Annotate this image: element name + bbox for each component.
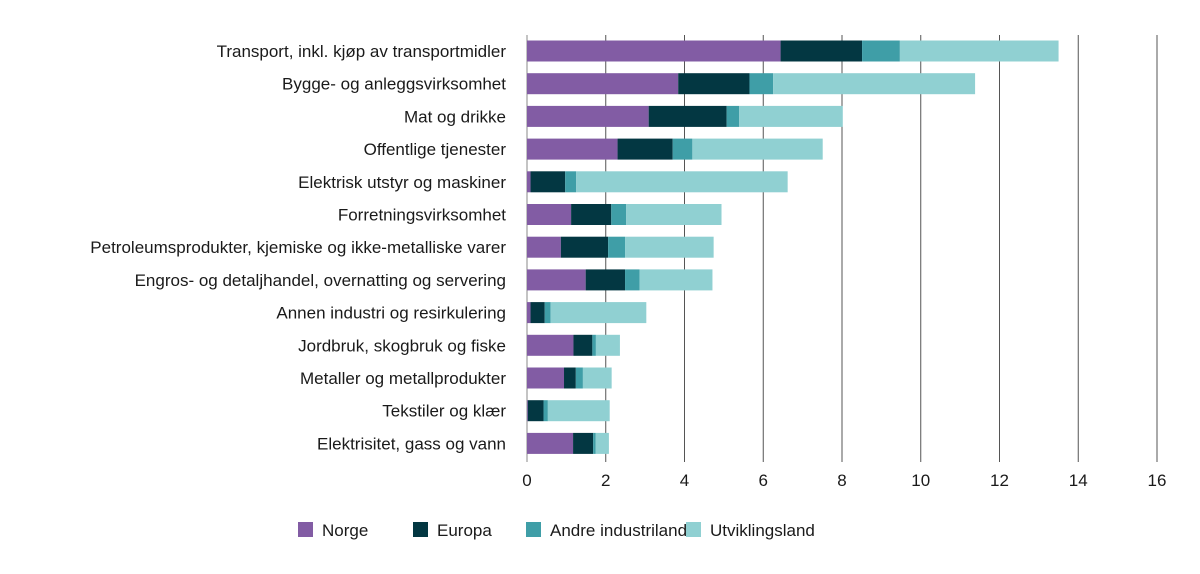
legend-swatch [298, 522, 313, 537]
bar-segment-andre-industriland [749, 73, 774, 95]
bar-segment-europa [564, 367, 576, 389]
bar-segment-andre-industriland [672, 138, 693, 160]
bar-segment-europa [617, 138, 673, 160]
category-label: Elektrisitet, gass og vann [317, 434, 506, 453]
category-label: Forretningsvirksomhet [338, 206, 506, 225]
bar-segment-andre-industriland [625, 269, 640, 291]
bar-segment-norge [527, 367, 565, 389]
bar-segment-norge [527, 302, 531, 324]
bar-segment-andre-industriland [575, 367, 583, 389]
bar-segment-andre-industriland [593, 432, 596, 454]
bar-segment-andre-industriland [611, 204, 627, 225]
x-tick-label: 0 [522, 471, 531, 490]
bar-segment-andre-industriland [862, 40, 900, 62]
category-label: Offentlige tjenester [364, 140, 507, 159]
legend-swatch [686, 522, 701, 537]
bar-segment-andre-industriland [592, 334, 596, 356]
bar-segment-utviklingsland [692, 138, 823, 160]
legend-swatch [526, 522, 541, 537]
bar-segment-europa [585, 269, 626, 291]
category-label: Bygge- og anleggsvirksomhet [282, 75, 506, 94]
x-tick-label: 16 [1148, 471, 1167, 490]
bar-segment-utviklingsland [625, 236, 714, 258]
category-label: Jordbruk, skogbruk og fiske [298, 336, 506, 355]
bar-segment-europa [573, 432, 594, 454]
bar-segment-utviklingsland [595, 432, 609, 454]
bar-segment-norge [527, 40, 781, 62]
x-tick-label: 4 [680, 471, 689, 490]
bar-segment-europa [648, 105, 727, 127]
category-label: Transport, inkl. kjøp av transportmidler [217, 42, 507, 61]
category-label: Engros- og detaljhandel, overnatting og … [135, 271, 506, 290]
bars [527, 40, 1059, 454]
legend-label: Norge [322, 521, 368, 540]
bar-segment-europa [560, 236, 609, 258]
legend-swatch [413, 522, 428, 537]
x-tick-label: 2 [601, 471, 610, 490]
x-tick-label: 14 [1069, 471, 1088, 490]
bar-segment-utviklingsland [595, 334, 620, 356]
category-label: Petroleumsprodukter, kjemiske og ikke-me… [90, 238, 506, 257]
bar-segment-andre-industriland [544, 302, 551, 324]
legend-label: Utviklingsland [710, 521, 815, 540]
category-labels: Transport, inkl. kjøp av transportmidler… [90, 42, 506, 453]
x-tick-labels: 0 2 4 6 8 10 12 14 16 [522, 471, 1166, 490]
bar-segment-utviklingsland [550, 302, 647, 324]
bar-segment-europa [530, 302, 545, 324]
x-tick-label: 6 [759, 471, 768, 490]
bar-segment-utviklingsland [899, 40, 1059, 62]
category-label: Elektrisk utstyr og maskiner [298, 173, 506, 192]
bar-segment-europa [780, 40, 863, 62]
legend: Norge Europa Andre industriland Utviklingsl… [298, 521, 815, 540]
bar-segment-utviklingsland [626, 204, 722, 225]
x-tick-label: 12 [990, 471, 1009, 490]
bar-segment-utviklingsland [639, 269, 713, 291]
bar-segment-europa [571, 204, 612, 225]
bar-segment-andre-industriland [726, 105, 740, 127]
bar-segment-norge [527, 334, 574, 356]
bar-segment-norge [527, 204, 572, 225]
legend-item: Norge [298, 521, 368, 540]
bar-segment-europa [530, 171, 566, 193]
bar-segment-utviklingsland [739, 105, 843, 127]
bar-segment-andre-industriland [608, 236, 626, 258]
bar-segment-andre-industriland [543, 400, 548, 422]
bar-segment-norge [527, 171, 531, 193]
bar-segment-utviklingsland [547, 400, 610, 422]
legend-item: Andre industriland [526, 521, 687, 540]
category-label: Mat og drikke [404, 107, 506, 126]
bar-segment-europa [678, 73, 750, 95]
legend-item: Utviklingsland [686, 521, 815, 540]
bar-segment-norge [527, 400, 528, 422]
category-label: Tekstiler og klær [382, 402, 506, 421]
bar-segment-norge [527, 236, 561, 258]
bar-segment-norge [527, 138, 618, 160]
bar-segment-utviklingsland [582, 367, 612, 389]
bar-segment-europa [573, 334, 593, 356]
bar-segment-europa [527, 400, 544, 422]
bar-segment-andre-industriland [565, 171, 577, 193]
category-label: Metaller og metallprodukter [300, 369, 506, 388]
legend-label: Europa [437, 521, 492, 540]
x-tick-label: 8 [837, 471, 846, 490]
bar-segment-utviklingsland [576, 171, 788, 193]
legend-item: Europa [413, 521, 492, 540]
bar-segment-norge [527, 105, 649, 127]
x-tick-label: 10 [911, 471, 930, 490]
bar-segment-utviklingsland [773, 73, 976, 95]
bar-segment-norge [527, 269, 586, 291]
category-label: Annen industri og resirkulering [276, 304, 506, 323]
bar-segment-norge [527, 432, 574, 454]
bar-segment-norge [527, 73, 679, 95]
legend-label: Andre industriland [550, 521, 687, 540]
